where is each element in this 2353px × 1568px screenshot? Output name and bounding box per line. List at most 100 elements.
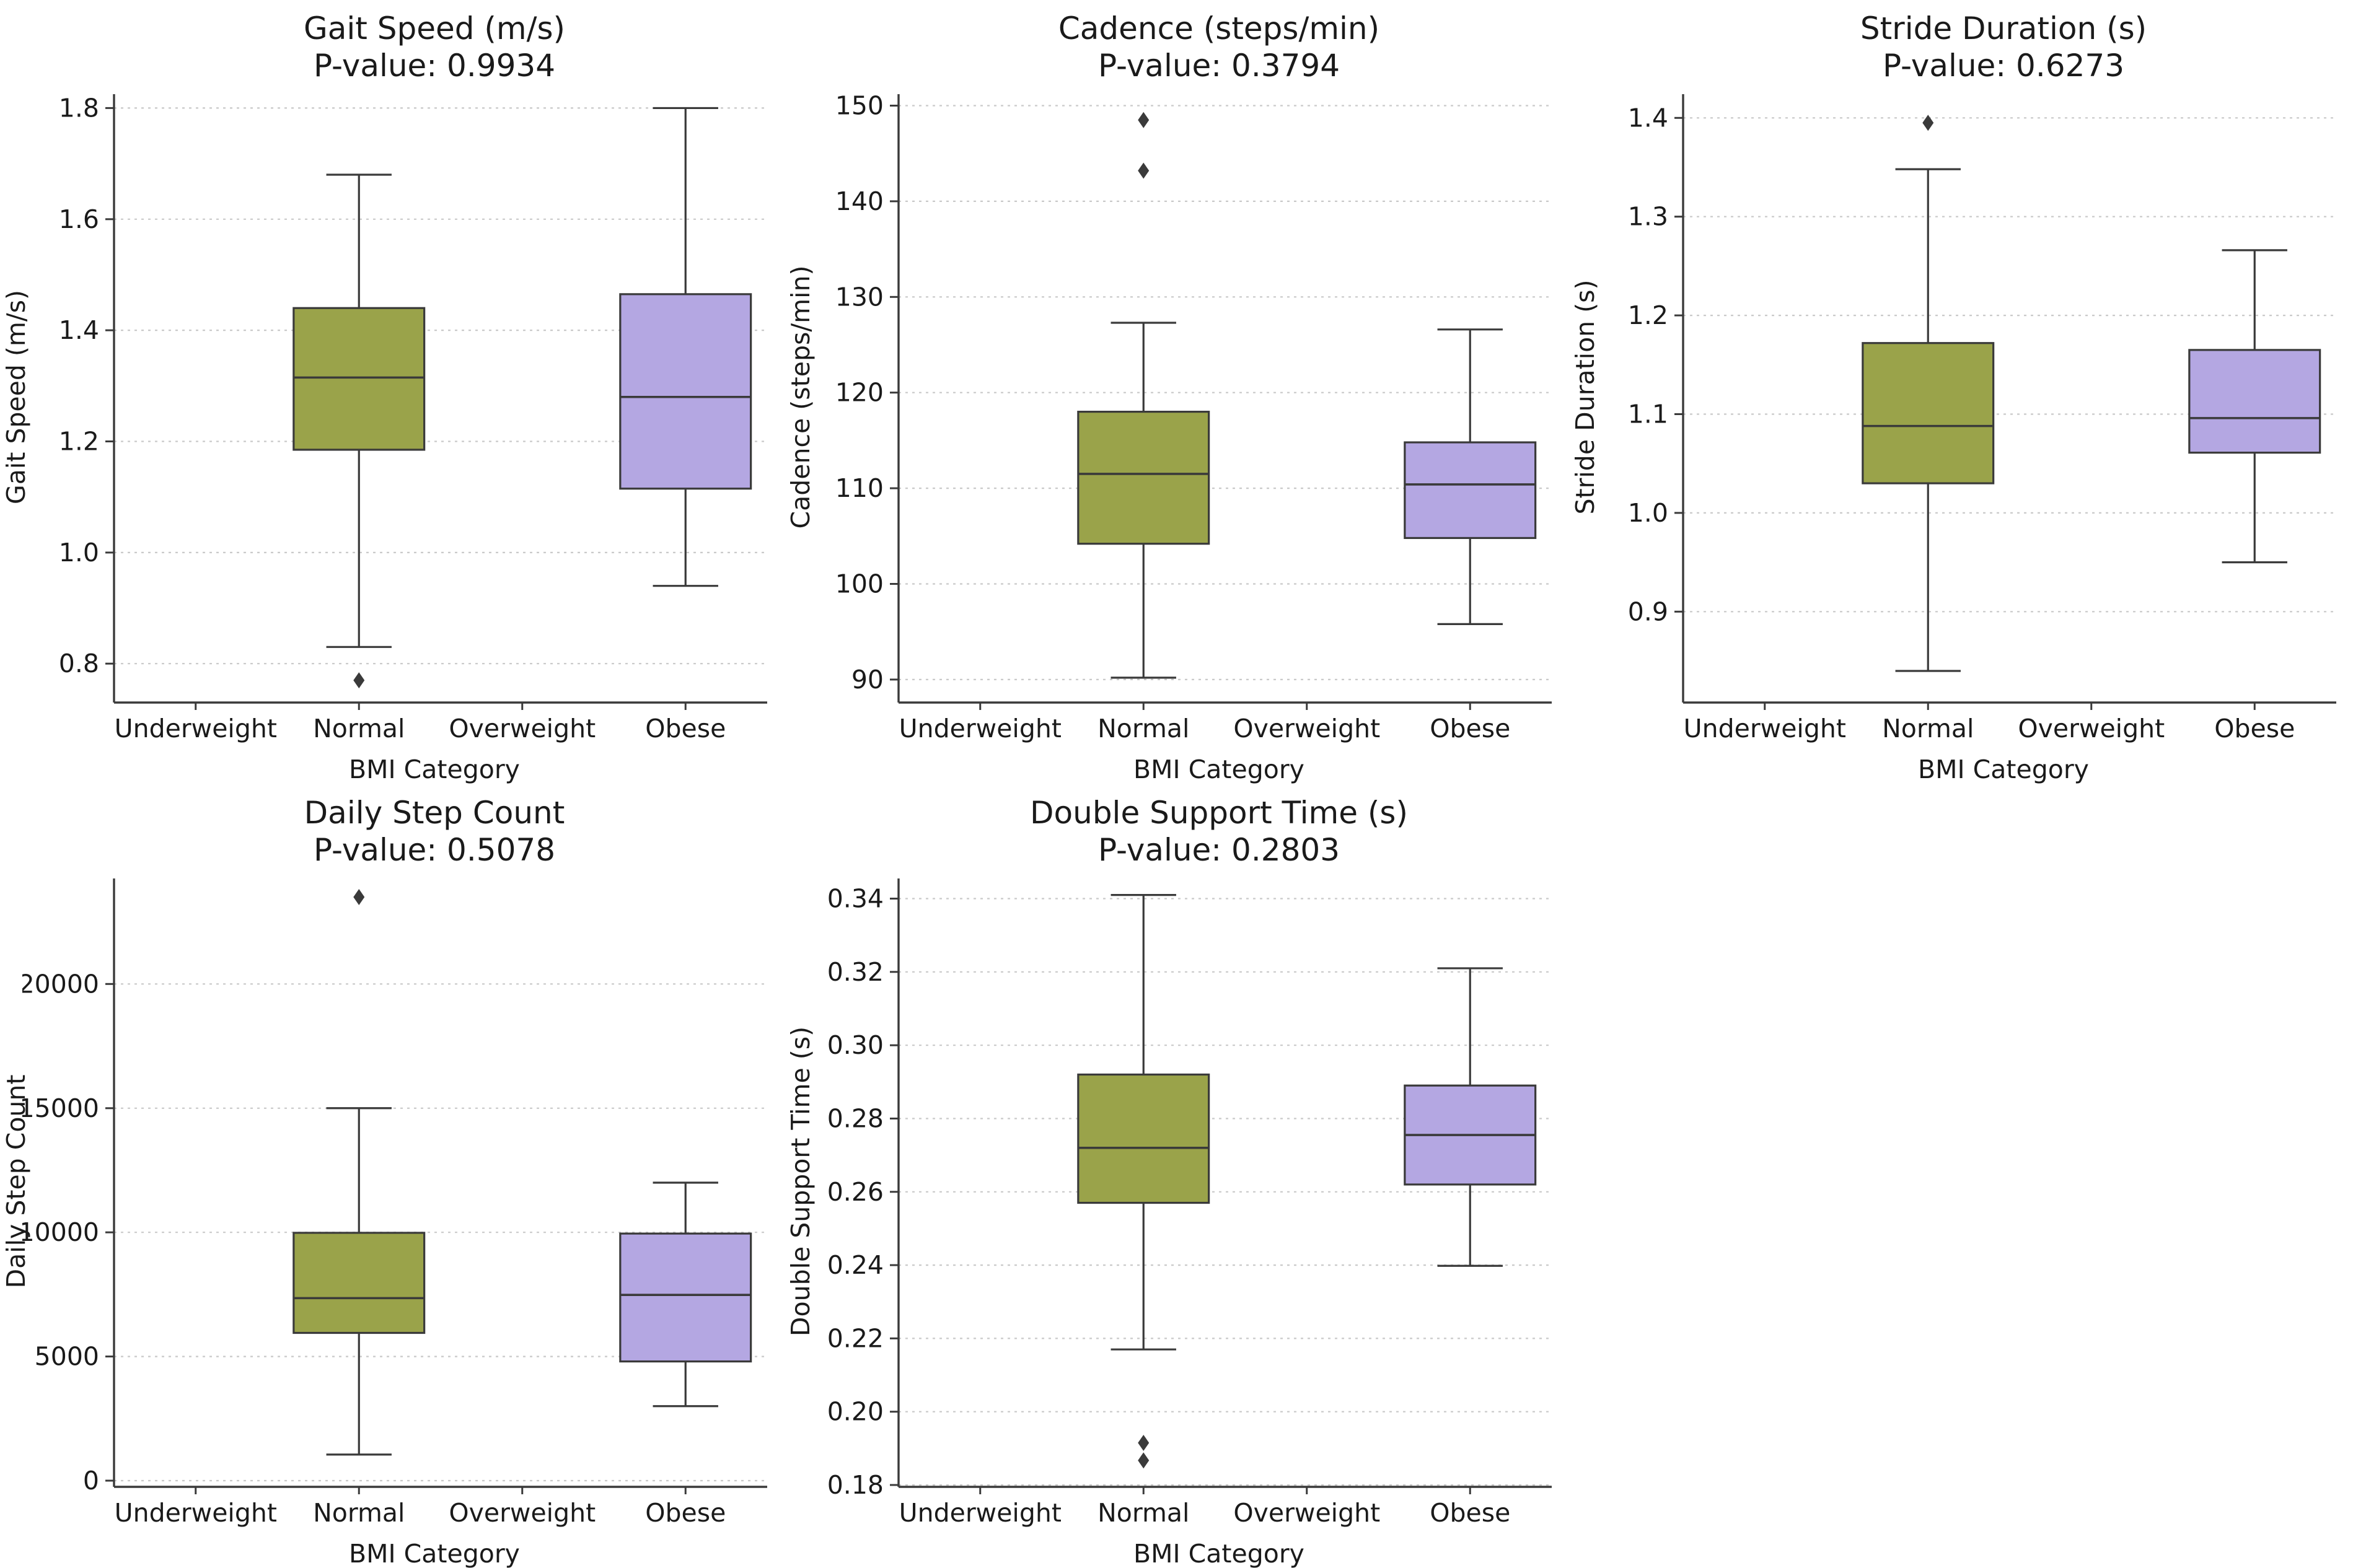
y-axis-label: Gait Speed (m/s) xyxy=(1,289,31,505)
x-tick-label: Obese xyxy=(645,714,726,743)
x-tick-label: Underweight xyxy=(115,1498,277,1528)
x-tick-label: Normal xyxy=(1097,1498,1189,1528)
x-tick-label: Normal xyxy=(1882,714,1974,743)
x-tick-label: Normal xyxy=(1097,714,1189,743)
x-tick-label: Normal xyxy=(313,1498,405,1528)
plot-pvalue: P-value: 0.6273 xyxy=(1882,48,2124,84)
y-tick-label: 20000 xyxy=(22,969,99,999)
y-tick-label: 90 xyxy=(851,665,884,694)
plot-title: Cadence (steps/min) xyxy=(1058,11,1380,46)
box-normal xyxy=(1077,894,1210,1469)
y-tick-label: 1.0 xyxy=(1628,498,1668,528)
y-axis: 0.8 1.0 1.2 1.4 1.6 1.8 xyxy=(59,93,114,678)
gridlines xyxy=(899,105,1552,681)
y-tick-label: 0.26 xyxy=(827,1177,884,1207)
y-tick-label: 0.22 xyxy=(827,1323,884,1353)
x-axis: Underweight Normal Overweight Obese xyxy=(899,1487,1510,1528)
plot-axes: 0.18 0.20 0.22 0.24 0.26 0.28 0.30 0.32 0.34 Unde… xyxy=(827,878,1552,1528)
y-tick-label: 0.28 xyxy=(827,1104,884,1134)
y-tick-label: 1.2 xyxy=(59,427,99,457)
plot-pvalue: P-value: 0.3794 xyxy=(1097,48,1340,84)
x-tick-label: Obese xyxy=(1430,714,1510,743)
outlier-marker xyxy=(1138,1435,1150,1452)
y-tick-label: 0.30 xyxy=(827,1030,884,1060)
y-tick-label: 1.3 xyxy=(1628,202,1668,232)
y-tick-label: 15000 xyxy=(22,1093,99,1123)
y-tick-label: 0.18 xyxy=(827,1470,884,1500)
y-tick-label: 140 xyxy=(835,186,884,216)
x-tick-label: Obese xyxy=(1430,1498,1510,1528)
y-tick-label: 10000 xyxy=(22,1217,99,1247)
outlier-marker xyxy=(1138,1452,1150,1469)
box-normal xyxy=(292,173,426,689)
outlier-marker xyxy=(1138,162,1150,179)
plot-header: Gait Speed (m/s) P-value: 0.9934 xyxy=(114,0,755,84)
x-tick-label: Obese xyxy=(645,1498,726,1528)
y-tick-label: 0.34 xyxy=(827,884,884,914)
x-axis: Underweight Normal Overweight Obese xyxy=(115,703,726,743)
plot-header: Daily Step Count P-value: 0.5078 xyxy=(114,784,755,869)
plot-axes: 0 5000 10000 15000 20000 Underweight Normal Ove… xyxy=(22,878,767,1528)
plot-title: Double Support Time (s) xyxy=(1030,795,1408,831)
x-tick-label: Overweight xyxy=(449,714,596,743)
plot-pvalue: P-value: 0.2803 xyxy=(1097,832,1340,868)
plot-pvalue: P-value: 0.5078 xyxy=(313,832,555,868)
box-obese xyxy=(1404,967,1537,1267)
y-tick-label: 0.32 xyxy=(827,957,884,987)
y-tick-label: 1.8 xyxy=(59,93,99,123)
y-axis-label: Double Support Time (s) xyxy=(786,1026,816,1337)
y-axis-label: Stride Duration (s) xyxy=(1570,279,1600,515)
box-normal xyxy=(1862,115,1995,672)
box-normal xyxy=(1077,112,1210,679)
outlier-marker xyxy=(1922,115,1934,131)
box-obese xyxy=(1404,328,1537,625)
x-axis-label: BMI Category xyxy=(1133,755,1304,784)
plot-title: Daily Step Count xyxy=(304,795,565,831)
y-tick-label: 0.9 xyxy=(1628,597,1668,626)
plot-pvalue: P-value: 0.9934 xyxy=(313,48,555,84)
box-normal xyxy=(292,889,426,1456)
plot-header: Double Support Time (s) P-value: 0.2803 xyxy=(899,784,1539,869)
subplot-cadence: Cadence (steps/min) P-value: 0.3794 Cade… xyxy=(785,0,1569,784)
x-axis-label: BMI Category xyxy=(1133,1539,1304,1568)
y-tick-label: 120 xyxy=(835,378,884,408)
outlier-marker xyxy=(353,672,365,689)
plot-title: Gait Speed (m/s) xyxy=(303,11,566,46)
plot-body: Stride Duration (s) 0.9 1.0 1.1 1.2 1.3 1.4 Un… xyxy=(1569,84,2353,756)
subplot-gait-speed: Gait Speed (m/s) P-value: 0.9934 Gait Sp… xyxy=(0,0,785,784)
x-tick-label: Overweight xyxy=(2018,714,2165,743)
x-axis: Underweight Normal Overweight Obese xyxy=(1684,703,2295,743)
box-obese xyxy=(2188,249,2321,564)
y-axis: 90 100 110 120 130 140 150 xyxy=(835,91,899,694)
plot-header: Stride Duration (s) P-value: 0.6273 xyxy=(1683,0,2324,84)
y-tick-label: 1.1 xyxy=(1628,400,1668,429)
plot-axes: 0.8 1.0 1.2 1.4 1.6 1.8 Underweight Normal Overw… xyxy=(59,93,767,743)
y-tick-label: 150 xyxy=(835,91,884,121)
y-tick-label: 5000 xyxy=(35,1342,99,1372)
x-tick-label: Underweight xyxy=(899,1498,1062,1528)
y-tick-label: 0.24 xyxy=(827,1250,884,1280)
plot-axes: 0.9 1.0 1.1 1.2 1.3 1.4 Underweight Normal Overw… xyxy=(1628,94,2336,743)
empty-subplot-cell xyxy=(1569,784,2353,1568)
plot-body: Daily Step Count 0 5000 10000 15000 20000 Und… xyxy=(0,869,785,1540)
y-axis: 0.9 1.0 1.1 1.2 1.3 1.4 xyxy=(1628,103,1683,626)
y-tick-label: 0.8 xyxy=(59,649,99,678)
y-axis-label: Cadence (steps/min) xyxy=(786,265,816,529)
y-tick-label: 110 xyxy=(835,473,884,503)
y-tick-label: 1.4 xyxy=(59,315,99,345)
y-tick-label: 0 xyxy=(83,1466,99,1496)
subplot-daily-step-count: Daily Step Count P-value: 0.5078 Daily S… xyxy=(0,784,785,1568)
outlier-marker xyxy=(353,889,365,906)
x-axis-label: BMI Category xyxy=(349,755,520,784)
y-tick-label: 0.20 xyxy=(827,1397,884,1427)
x-tick-label: Overweight xyxy=(1233,714,1380,743)
box-obese xyxy=(619,1181,752,1408)
plot-body: Cadence (steps/min) 90 100 110 120 130 140 150… xyxy=(785,84,1569,756)
x-axis: Underweight Normal Overweight Obese xyxy=(115,1487,726,1528)
outlier-marker xyxy=(1138,112,1150,128)
x-axis-label: BMI Category xyxy=(1918,755,2089,784)
x-tick-label: Underweight xyxy=(115,714,277,743)
y-tick-label: 100 xyxy=(835,569,884,599)
y-tick-label: 130 xyxy=(835,282,884,312)
plot-header: Cadence (steps/min) P-value: 0.3794 xyxy=(899,0,1539,84)
